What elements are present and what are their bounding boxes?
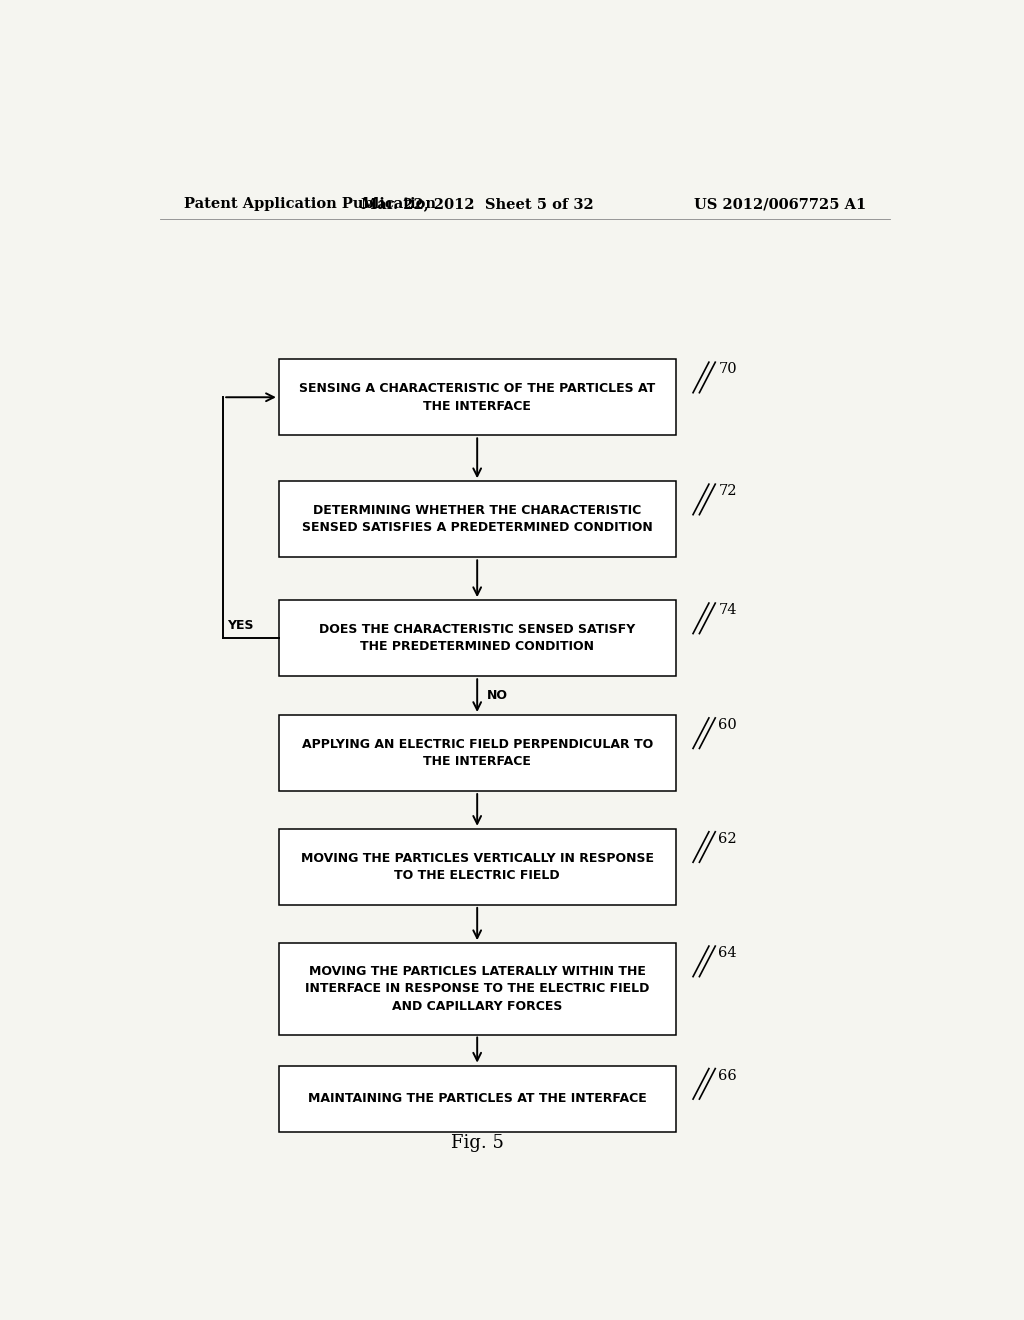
Text: SENSING A CHARACTERISTIC OF THE PARTICLES AT
THE INTERFACE: SENSING A CHARACTERISTIC OF THE PARTICLE… xyxy=(299,381,655,413)
Text: 64: 64 xyxy=(719,946,737,960)
Bar xyxy=(279,942,676,1035)
Text: Patent Application Publication: Patent Application Publication xyxy=(183,197,435,211)
Text: YES: YES xyxy=(227,619,254,632)
Text: 66: 66 xyxy=(719,1069,737,1082)
Bar xyxy=(279,1065,676,1131)
Text: 60: 60 xyxy=(719,718,737,731)
Text: MOVING THE PARTICLES VERTICALLY IN RESPONSE
TO THE ELECTRIC FIELD: MOVING THE PARTICLES VERTICALLY IN RESPO… xyxy=(301,851,653,882)
Bar xyxy=(279,601,676,676)
Text: Mar. 22, 2012  Sheet 5 of 32: Mar. 22, 2012 Sheet 5 of 32 xyxy=(360,197,594,211)
Text: Fig. 5: Fig. 5 xyxy=(451,1134,504,1152)
Text: 74: 74 xyxy=(719,603,737,616)
Bar xyxy=(279,359,676,436)
Bar xyxy=(279,480,676,557)
Text: 72: 72 xyxy=(719,484,737,498)
Text: 62: 62 xyxy=(719,832,737,846)
Text: NO: NO xyxy=(486,689,508,702)
Text: US 2012/0067725 A1: US 2012/0067725 A1 xyxy=(694,197,866,211)
Bar xyxy=(279,715,676,791)
Text: 70: 70 xyxy=(719,362,737,376)
Text: MAINTAINING THE PARTICLES AT THE INTERFACE: MAINTAINING THE PARTICLES AT THE INTERFA… xyxy=(308,1092,646,1105)
Bar xyxy=(279,829,676,906)
Text: APPLYING AN ELECTRIC FIELD PERPENDICULAR TO
THE INTERFACE: APPLYING AN ELECTRIC FIELD PERPENDICULAR… xyxy=(301,738,653,768)
Text: DOES THE CHARACTERISTIC SENSED SATISFY
THE PREDETERMINED CONDITION: DOES THE CHARACTERISTIC SENSED SATISFY T… xyxy=(319,623,635,653)
Text: MOVING THE PARTICLES LATERALLY WITHIN THE
INTERFACE IN RESPONSE TO THE ELECTRIC : MOVING THE PARTICLES LATERALLY WITHIN TH… xyxy=(305,965,649,1012)
Text: DETERMINING WHETHER THE CHARACTERISTIC
SENSED SATISFIES A PREDETERMINED CONDITIO: DETERMINING WHETHER THE CHARACTERISTIC S… xyxy=(302,504,652,535)
